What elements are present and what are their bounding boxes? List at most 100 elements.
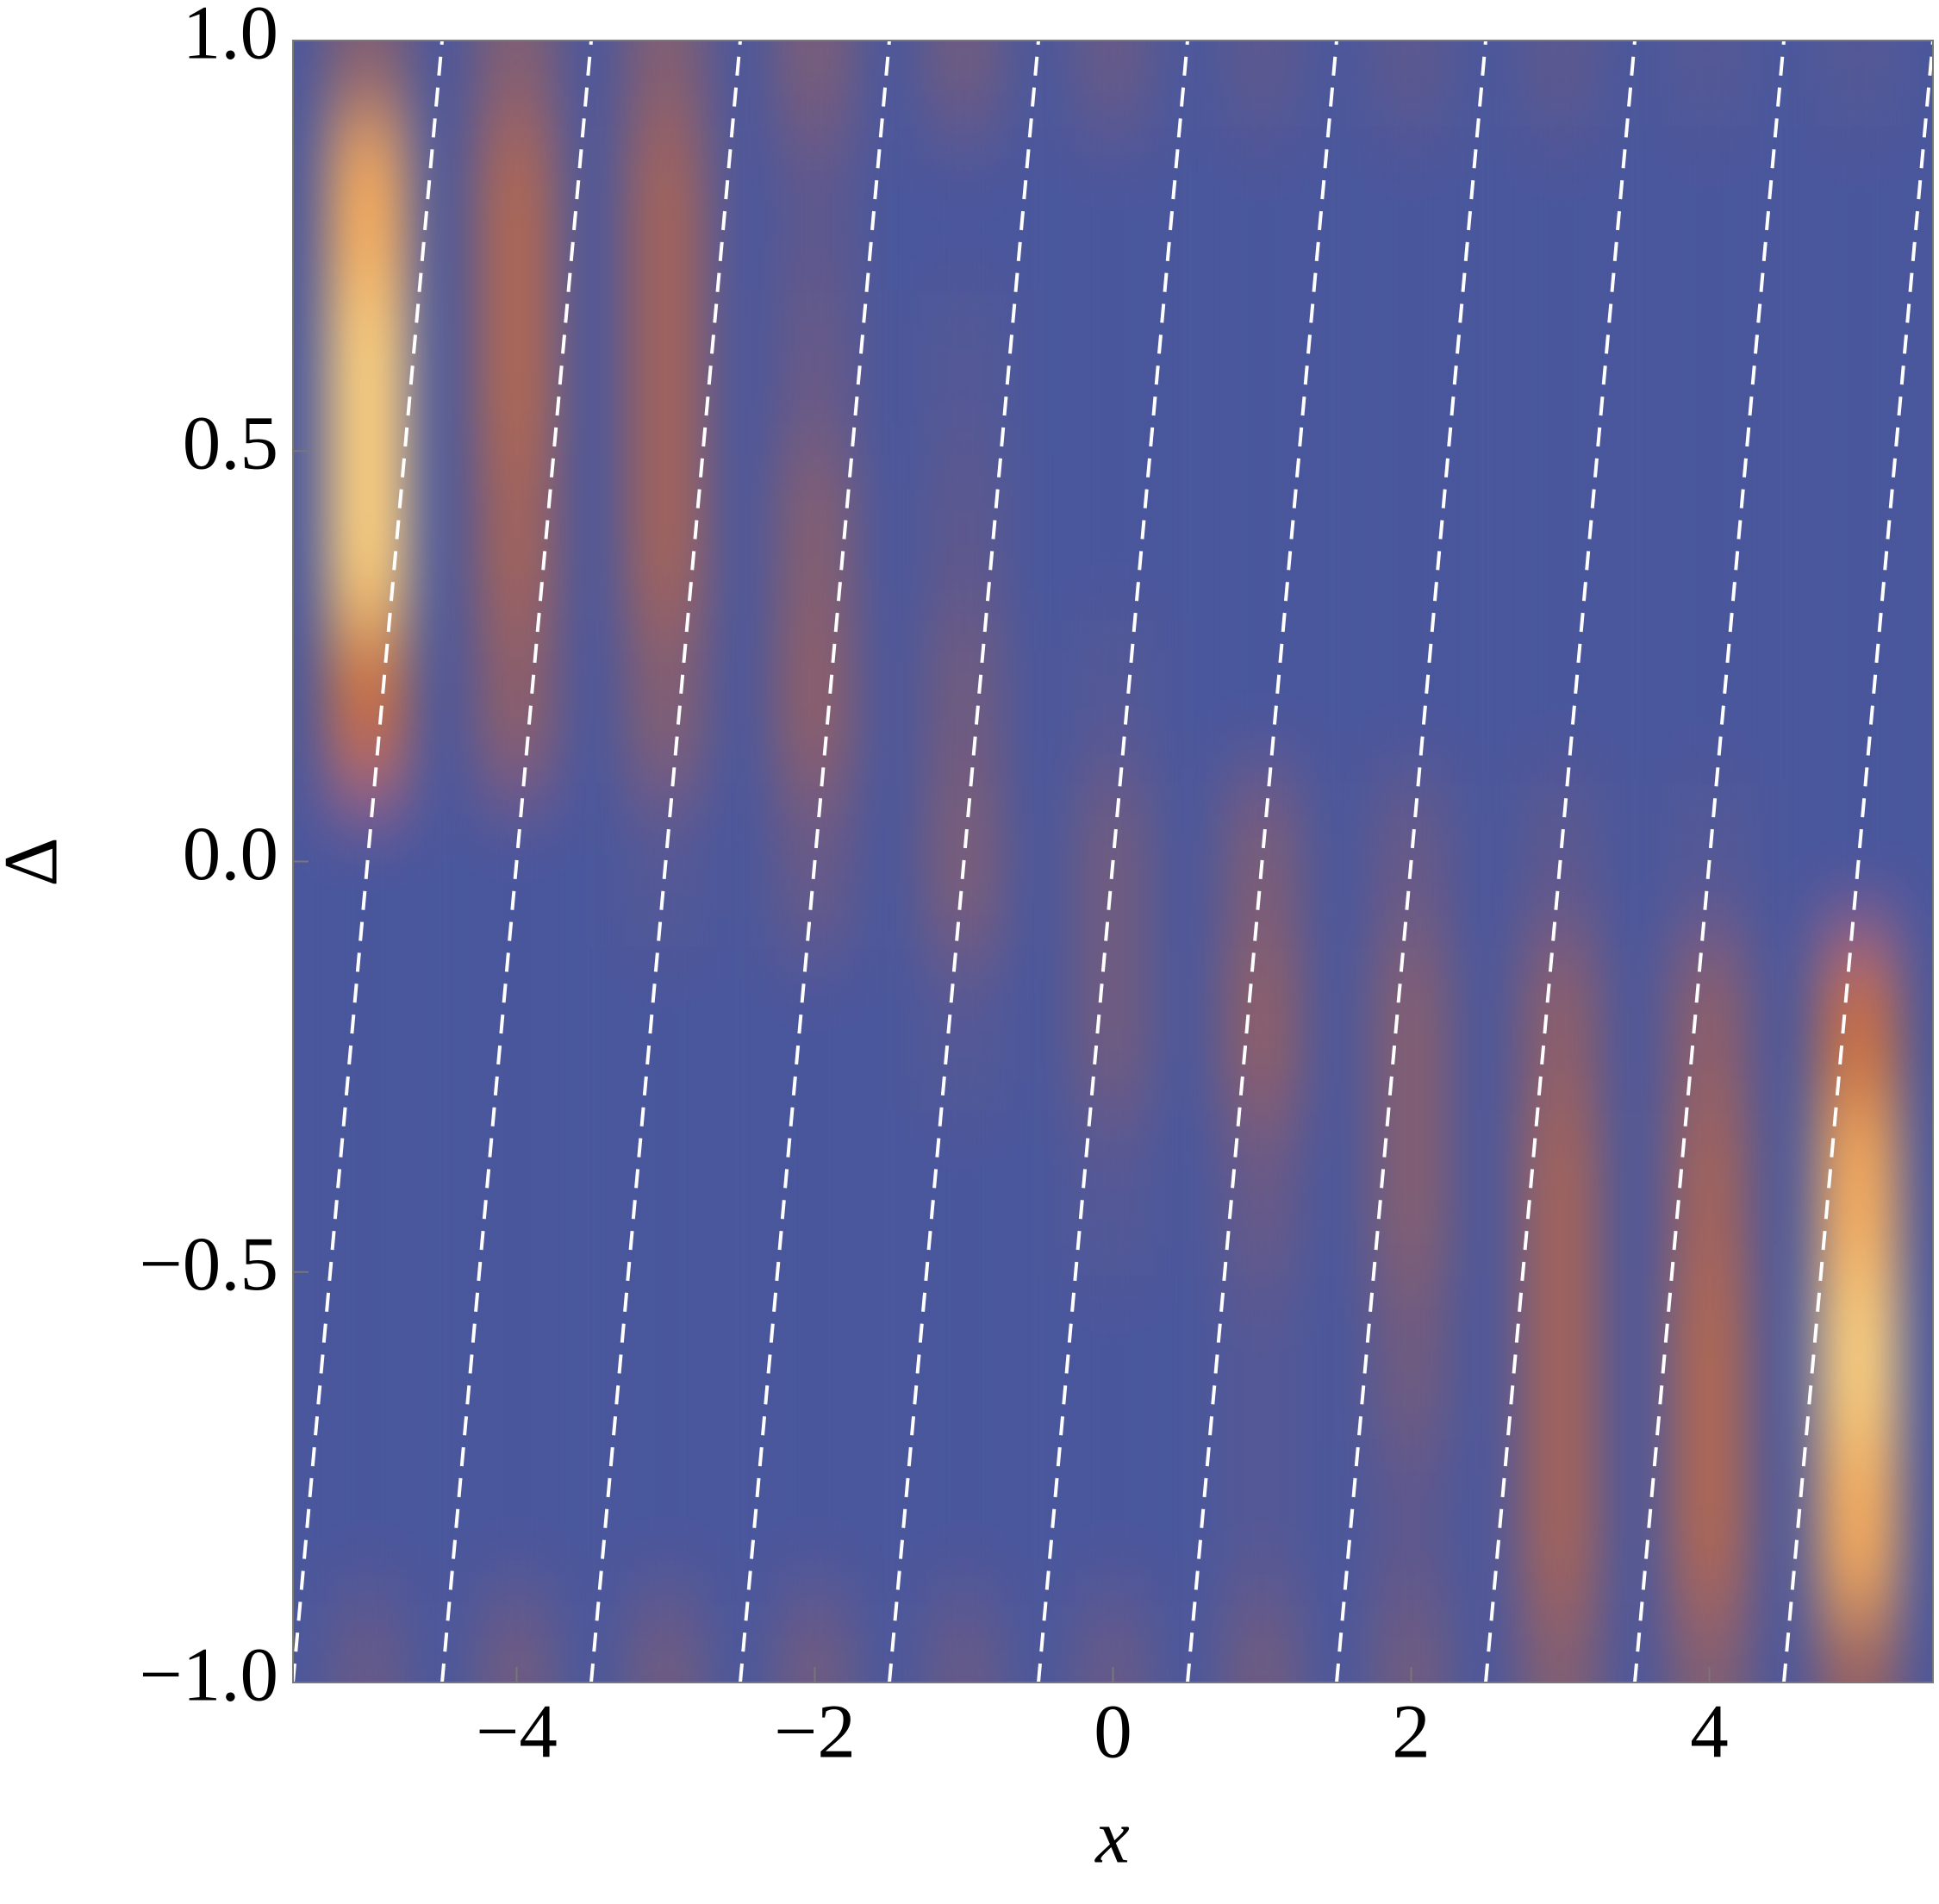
heat-cell [922,1103,1006,1277]
heat-cell [326,118,409,291]
contour-line [1484,41,1637,1682]
contour-line [888,41,1040,1682]
heat-cell [475,446,558,620]
heat-cell [773,41,857,128]
heat-layer [326,41,1900,1682]
contour-line [293,41,444,1682]
heat-cell [773,446,857,620]
heat-cell [1518,41,1602,128]
heat-cell [1369,41,1453,128]
x-tick-label: −4 [476,1689,558,1774]
heat-cell [922,118,1006,291]
x-tick-label: −2 [774,1689,856,1774]
heat-cell [1817,610,1900,784]
heat-cell [1369,1267,1453,1441]
heat-cell [1220,1103,1304,1277]
contour-line [739,41,891,1682]
heat-cell [1071,1103,1155,1277]
heat-cell [1668,939,1751,1113]
heat-cell [1668,1103,1751,1277]
heat-cell [475,41,558,128]
heat-cell [1369,610,1453,784]
heat-cell [1817,1103,1900,1277]
heat-cell [1668,282,1751,456]
heat-cell [1817,1432,1900,1605]
heat-cell [475,1432,558,1605]
heat-cell [1369,939,1453,1113]
heat-cell [1220,118,1304,291]
contour-line [589,41,742,1682]
heat-cell [624,1267,708,1441]
heat-cell [1220,282,1304,456]
heat-cell [922,1267,1006,1441]
heat-cell [1071,446,1155,620]
heat-cell [624,446,708,620]
heat-cell [1518,1103,1602,1277]
heat-cell [773,610,857,784]
heat-cell [773,1267,857,1441]
y-tick-label: −1.0 [140,1632,278,1717]
heat-cell [1071,1432,1155,1605]
heat-cell [1369,1103,1453,1277]
heat-cell [1668,41,1751,128]
heat-cell [326,282,409,456]
heat-cell [475,1267,558,1441]
heat-cell [475,939,558,1113]
heat-cell [1817,446,1900,620]
heat-cell [326,1595,409,1682]
heat-cell [475,1103,558,1277]
heat-cell [326,446,409,620]
heat-cell [1518,939,1602,1113]
heat-cell [1518,1267,1602,1441]
heat-cell [1668,118,1751,291]
x-axis-label: x [1094,1795,1130,1879]
heat-cell [1220,939,1304,1113]
heat-cell [326,41,409,128]
contour-lines [293,41,1933,1682]
contour-line [1037,41,1189,1682]
contour-line [1186,41,1338,1682]
contour-line [1335,41,1487,1682]
heat-cell [1071,41,1155,128]
y-tick-label: 0.5 [183,402,278,486]
heat-cell [326,1103,409,1277]
heat-cell [1817,41,1900,128]
heat-cell [1668,1267,1751,1441]
heat-cell [1369,118,1453,291]
heat-cell [475,610,558,784]
heat-cell [1518,1432,1602,1605]
heat-cell [1220,41,1304,128]
heat-cell [326,1267,409,1441]
heat-cell [1668,610,1751,784]
heat-cell [1817,118,1900,291]
x-tick-label: 0 [1094,1689,1132,1774]
heat-cell [922,446,1006,620]
heat-cell [624,1595,708,1682]
heatmap [326,41,1900,1682]
heat-cell [1518,118,1602,291]
heat-cell [1220,1432,1304,1605]
heat-cell [922,41,1006,128]
heat-cell [624,1432,708,1605]
x-tick-label: 4 [1690,1689,1729,1774]
heat-cell [1668,446,1751,620]
heat-cell [1817,1595,1900,1682]
heat-cell [773,1432,857,1605]
heat-cell [1071,610,1155,784]
contour-line [440,41,593,1682]
heat-cell [624,610,708,784]
heat-cell [1220,610,1304,784]
y-tick-label: −0.5 [140,1222,278,1307]
heat-cell [624,282,708,456]
heat-cell [624,939,708,1113]
heat-cell [1817,939,1900,1113]
heat-cell [1518,446,1602,620]
heat-cell [1220,1595,1304,1682]
heat-cell [326,610,409,784]
heat-cell [922,1595,1006,1682]
heat-cell [1817,282,1900,456]
heat-cell [624,1103,708,1277]
heat-cell [1518,610,1602,784]
heat-cell [1071,1267,1155,1441]
